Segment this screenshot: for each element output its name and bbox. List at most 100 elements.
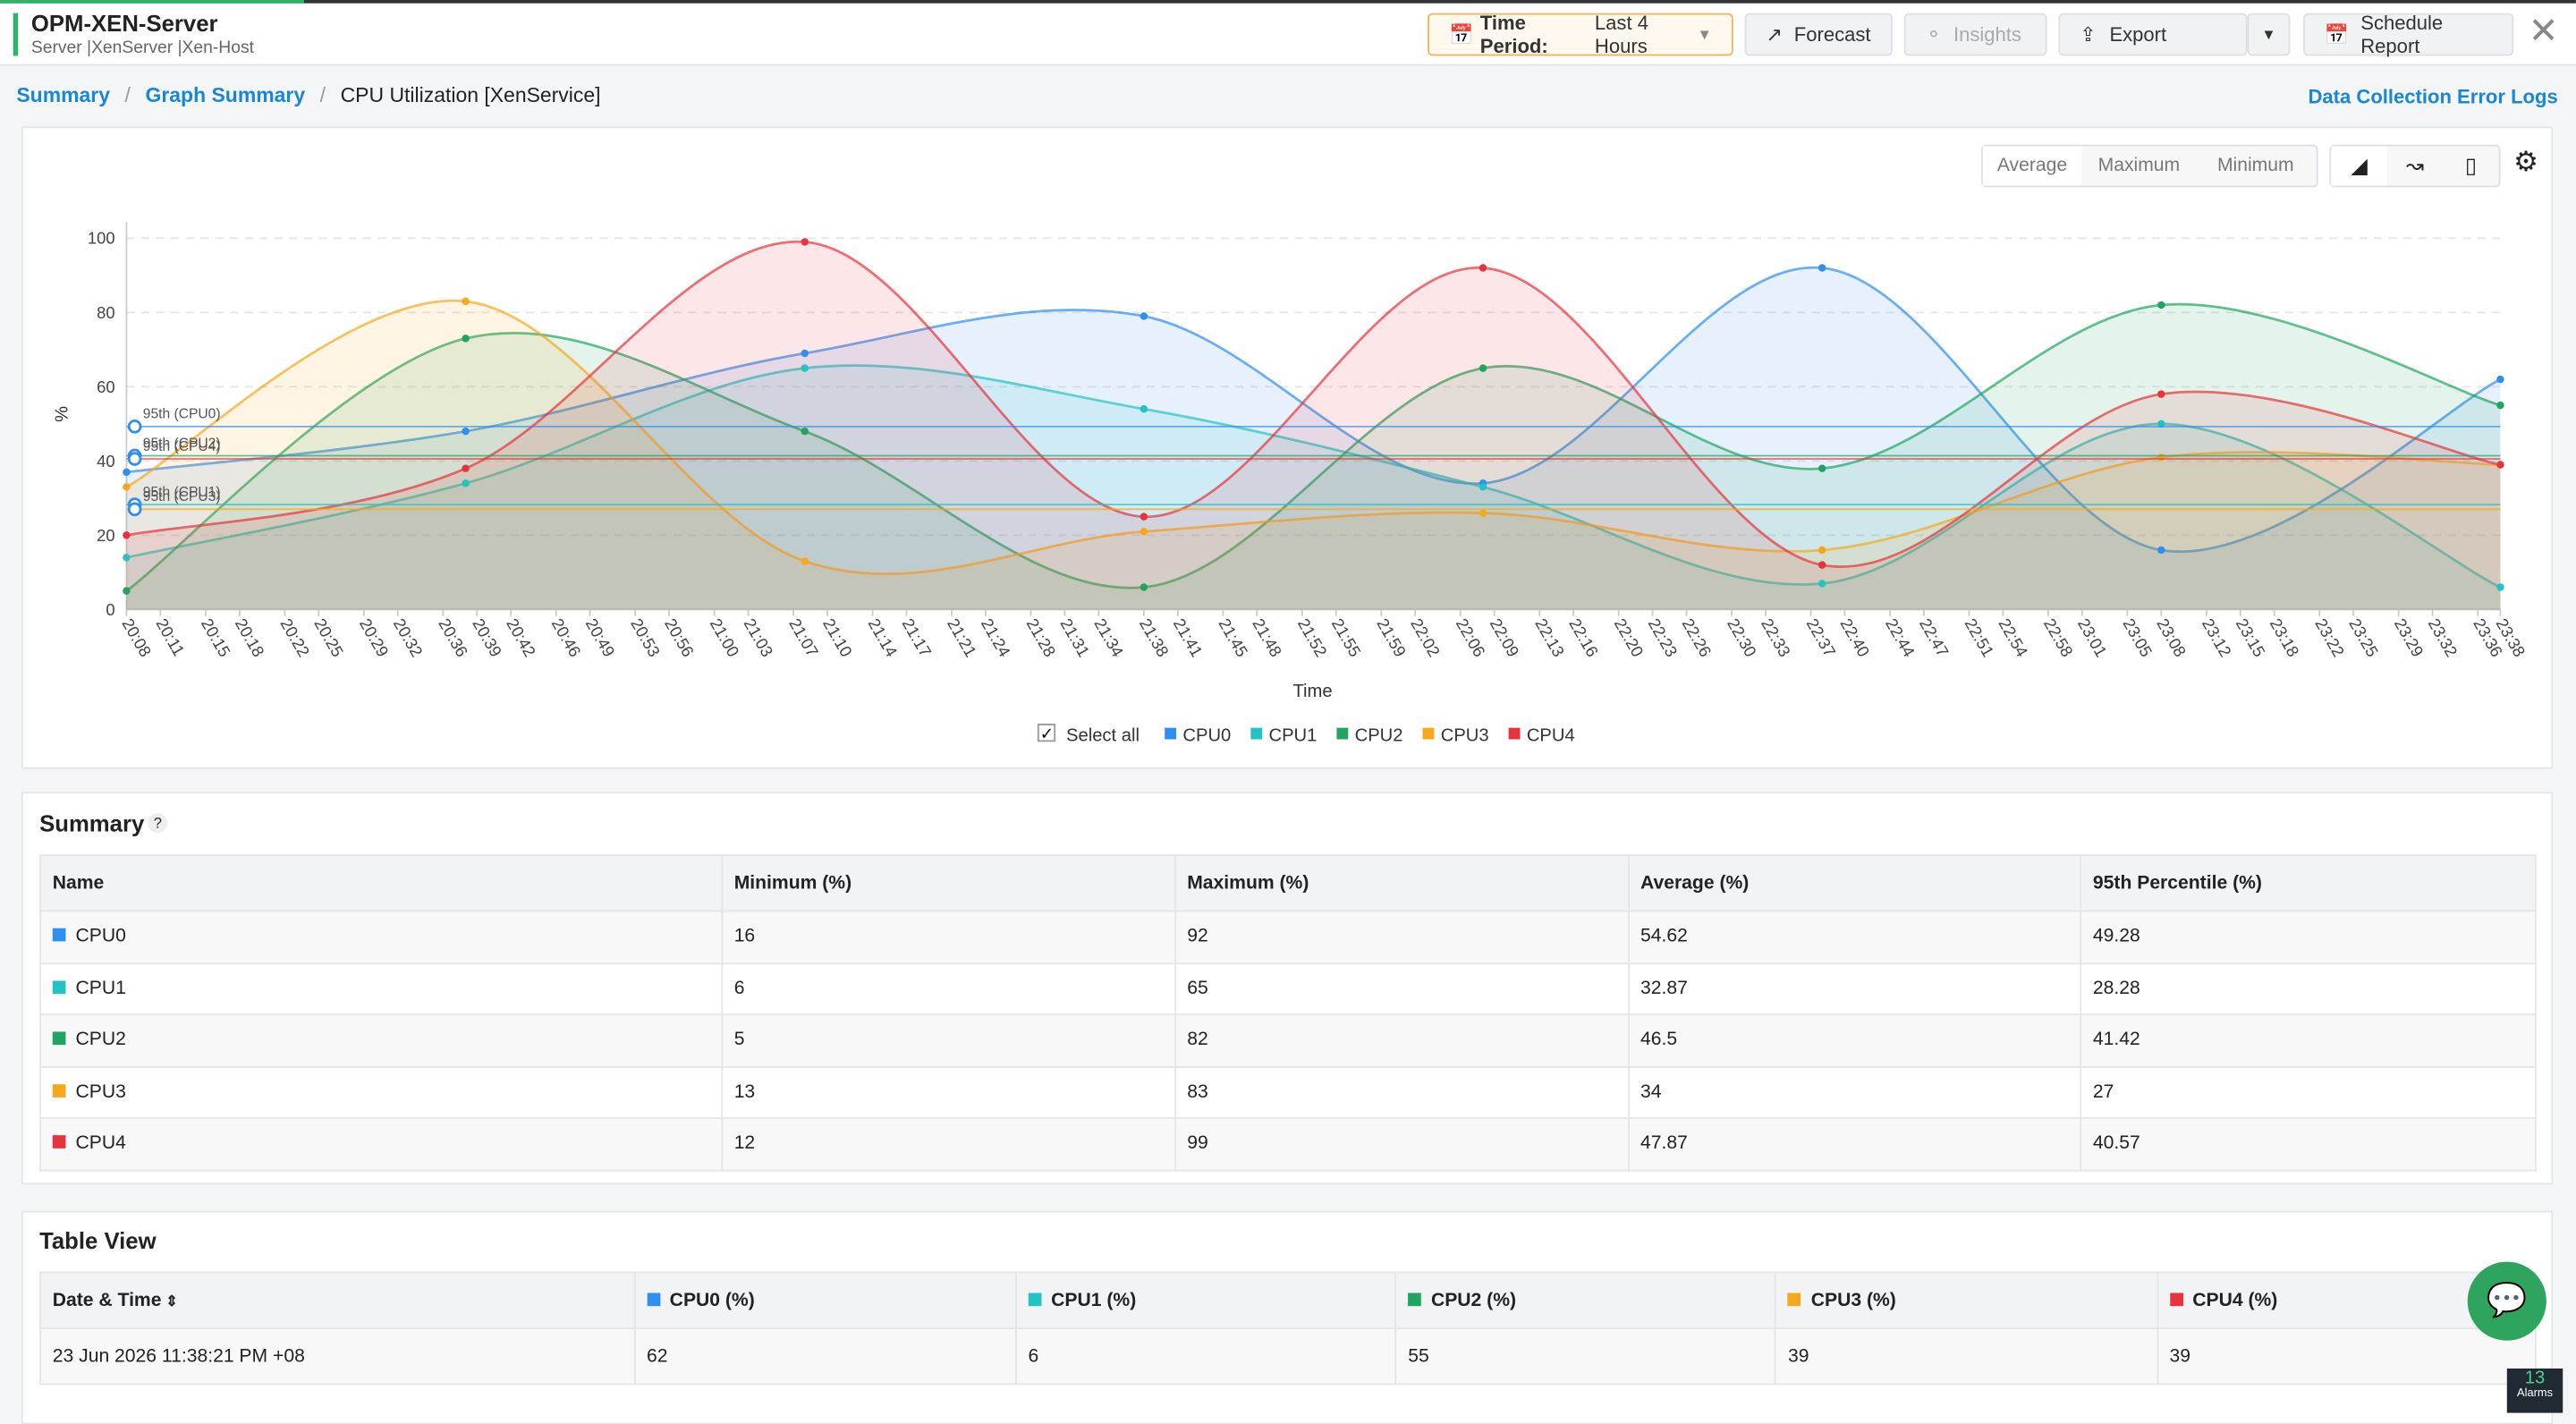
y-tick-label: 20: [97, 526, 114, 545]
cell: 6: [1014, 1327, 1397, 1386]
data-point: [2157, 453, 2165, 462]
toggle-option[interactable]: Average: [1982, 146, 2082, 186]
forecast-button[interactable]: ↗ Forecast: [1744, 13, 1893, 56]
help-icon[interactable]: ?: [148, 813, 168, 834]
close-button[interactable]: ✕: [2528, 10, 2559, 51]
summary-title: Summary: [39, 809, 145, 836]
x-tick-label: 21:14: [865, 615, 902, 660]
cell: 82: [1174, 1013, 1630, 1067]
alarms-badge[interactable]: 13 Alarms: [2506, 1368, 2563, 1413]
legend-swatch: [1336, 727, 1349, 740]
x-tick-label: 22:37: [1803, 615, 1840, 660]
row: 23 Jun 2026 11:38:21 PM +08 62 6 55 39 39: [39, 1327, 2537, 1386]
time-value: Last 4 Hours: [1594, 11, 1648, 58]
settings[interactable]: ⚙: [2513, 146, 2539, 178]
crumb: CPU Utilization [XenService]: [340, 83, 601, 107]
x-tick-label: 21:17: [898, 615, 935, 660]
sort-icon: ⇕: [161, 1292, 178, 1309]
legend-label[interactable]: CPU4: [1527, 725, 1575, 745]
chat-button[interactable]: 💬: [2467, 1261, 2546, 1341]
row: CPU4 12 99 47.87 40.57: [39, 1116, 2537, 1171]
swatch: [52, 928, 66, 942]
cell: 39: [2156, 1327, 2537, 1386]
cell: CPU0: [39, 910, 723, 964]
chart-type-toggle: ◢ ↝ ▯: [2329, 144, 2501, 188]
percentile-label: 95th (CPU2): [143, 436, 221, 451]
data-point: [801, 557, 809, 565]
data-point: [1818, 546, 1826, 555]
toggle-option[interactable]: Maximum: [2097, 156, 2181, 176]
data-point: [462, 297, 470, 306]
x-tick-label: 21:52: [1294, 615, 1331, 660]
data-table: Date & Time ⇕ CPU0 (%) CPU1 (%) CPU2 (%) CPU…: [39, 1271, 2537, 1386]
data-point: [1479, 264, 1487, 272]
legend-label[interactable]: CPU2: [1355, 725, 1403, 745]
cell: 5: [720, 1013, 1176, 1067]
data-point: [801, 349, 809, 358]
swatch: [1028, 1292, 1042, 1306]
data-point: [2496, 375, 2504, 384]
x-tick-label: 20:11: [152, 615, 188, 659]
legend-label[interactable]: CPU0: [1182, 725, 1231, 745]
select-all-checkbox[interactable]: [1037, 724, 1056, 742]
data-point: [123, 468, 131, 477]
x-tick-label: 22:09: [1487, 615, 1523, 660]
x-tick-label: 22:23: [1645, 615, 1682, 660]
line-type[interactable]: ↝: [2405, 152, 2424, 178]
schedule-button[interactable]: 📅 Schedule Report: [2303, 12, 2514, 57]
data-point: [462, 335, 470, 343]
crumb[interactable]: Summary: [16, 83, 111, 107]
x-tick-label: 21:34: [1090, 615, 1127, 660]
x-tick-label: 21:10: [819, 615, 856, 660]
row: CPU1 6 65 32.87 28.28: [39, 962, 2537, 1016]
percentile-marker: [127, 502, 142, 517]
time-period[interactable]: 📅 Time Period: Last 4 Hours ▼: [1428, 11, 1733, 58]
export-label: Export: [2109, 22, 2167, 47]
time-label: Time Period:: [1479, 11, 1548, 58]
column-header[interactable]: Date & Time ⇕: [39, 1271, 636, 1329]
data-point: [1140, 583, 1148, 591]
x-tick-label: 23:29: [2391, 615, 2428, 660]
export-button[interactable]: ⇪ Export: [2058, 13, 2248, 56]
x-tick-label: 22:02: [1407, 615, 1444, 660]
x-tick-label: 21:55: [1328, 615, 1365, 660]
x-tick-label: 20:25: [310, 615, 347, 660]
crumb[interactable]: Graph Summary: [145, 83, 306, 107]
select-all-label: Select all: [1066, 725, 1140, 745]
x-tick-label: 20:32: [390, 615, 427, 660]
bar-type[interactable]: ▯: [2464, 152, 2477, 178]
insights-button[interactable]: ⚬ Insights: [1903, 13, 2047, 56]
cell: 83: [1174, 1065, 1630, 1119]
toggle-option[interactable]: Minimum: [2216, 156, 2294, 176]
x-tick-label: 21:45: [1215, 615, 1251, 660]
cell: 62: [633, 1327, 1017, 1386]
cell: 47.87: [1627, 1116, 2082, 1171]
x-tick-label: 22:47: [1916, 615, 1953, 660]
legend-swatch: [1250, 727, 1263, 740]
progress: [0, 0, 304, 4]
legend-label[interactable]: CPU1: [1269, 725, 1318, 745]
cell: 92: [1174, 910, 1630, 964]
column-header: CPU3 (%): [1775, 1271, 2158, 1329]
legend-label[interactable]: CPU3: [1441, 725, 1489, 745]
cell: 16: [720, 910, 1176, 964]
x-tick-label: 21:00: [707, 615, 743, 660]
data-point: [1479, 483, 1487, 491]
column-header: CPU2 (%): [1394, 1271, 1777, 1329]
aggregate-toggle: Average Maximum Minimum: [1981, 144, 2318, 188]
x-tick-label: 21:59: [1373, 615, 1410, 660]
cell: CPU3: [39, 1065, 723, 1119]
cell: 13: [720, 1065, 1176, 1119]
swatch: [52, 980, 66, 994]
table-view-title: Table View: [39, 1227, 157, 1254]
area-type[interactable]: ◢: [2331, 146, 2387, 186]
swatch: [1408, 1292, 1421, 1306]
series-area: [126, 301, 2501, 610]
data-point: [123, 483, 131, 491]
error-logs-link[interactable]: Data Collection Error Logs: [2308, 85, 2558, 109]
x-tick-label: 23:01: [2074, 615, 2111, 660]
export-dropdown[interactable]: ▼: [2247, 13, 2291, 56]
data-point: [801, 364, 809, 372]
data-point: [462, 464, 470, 472]
